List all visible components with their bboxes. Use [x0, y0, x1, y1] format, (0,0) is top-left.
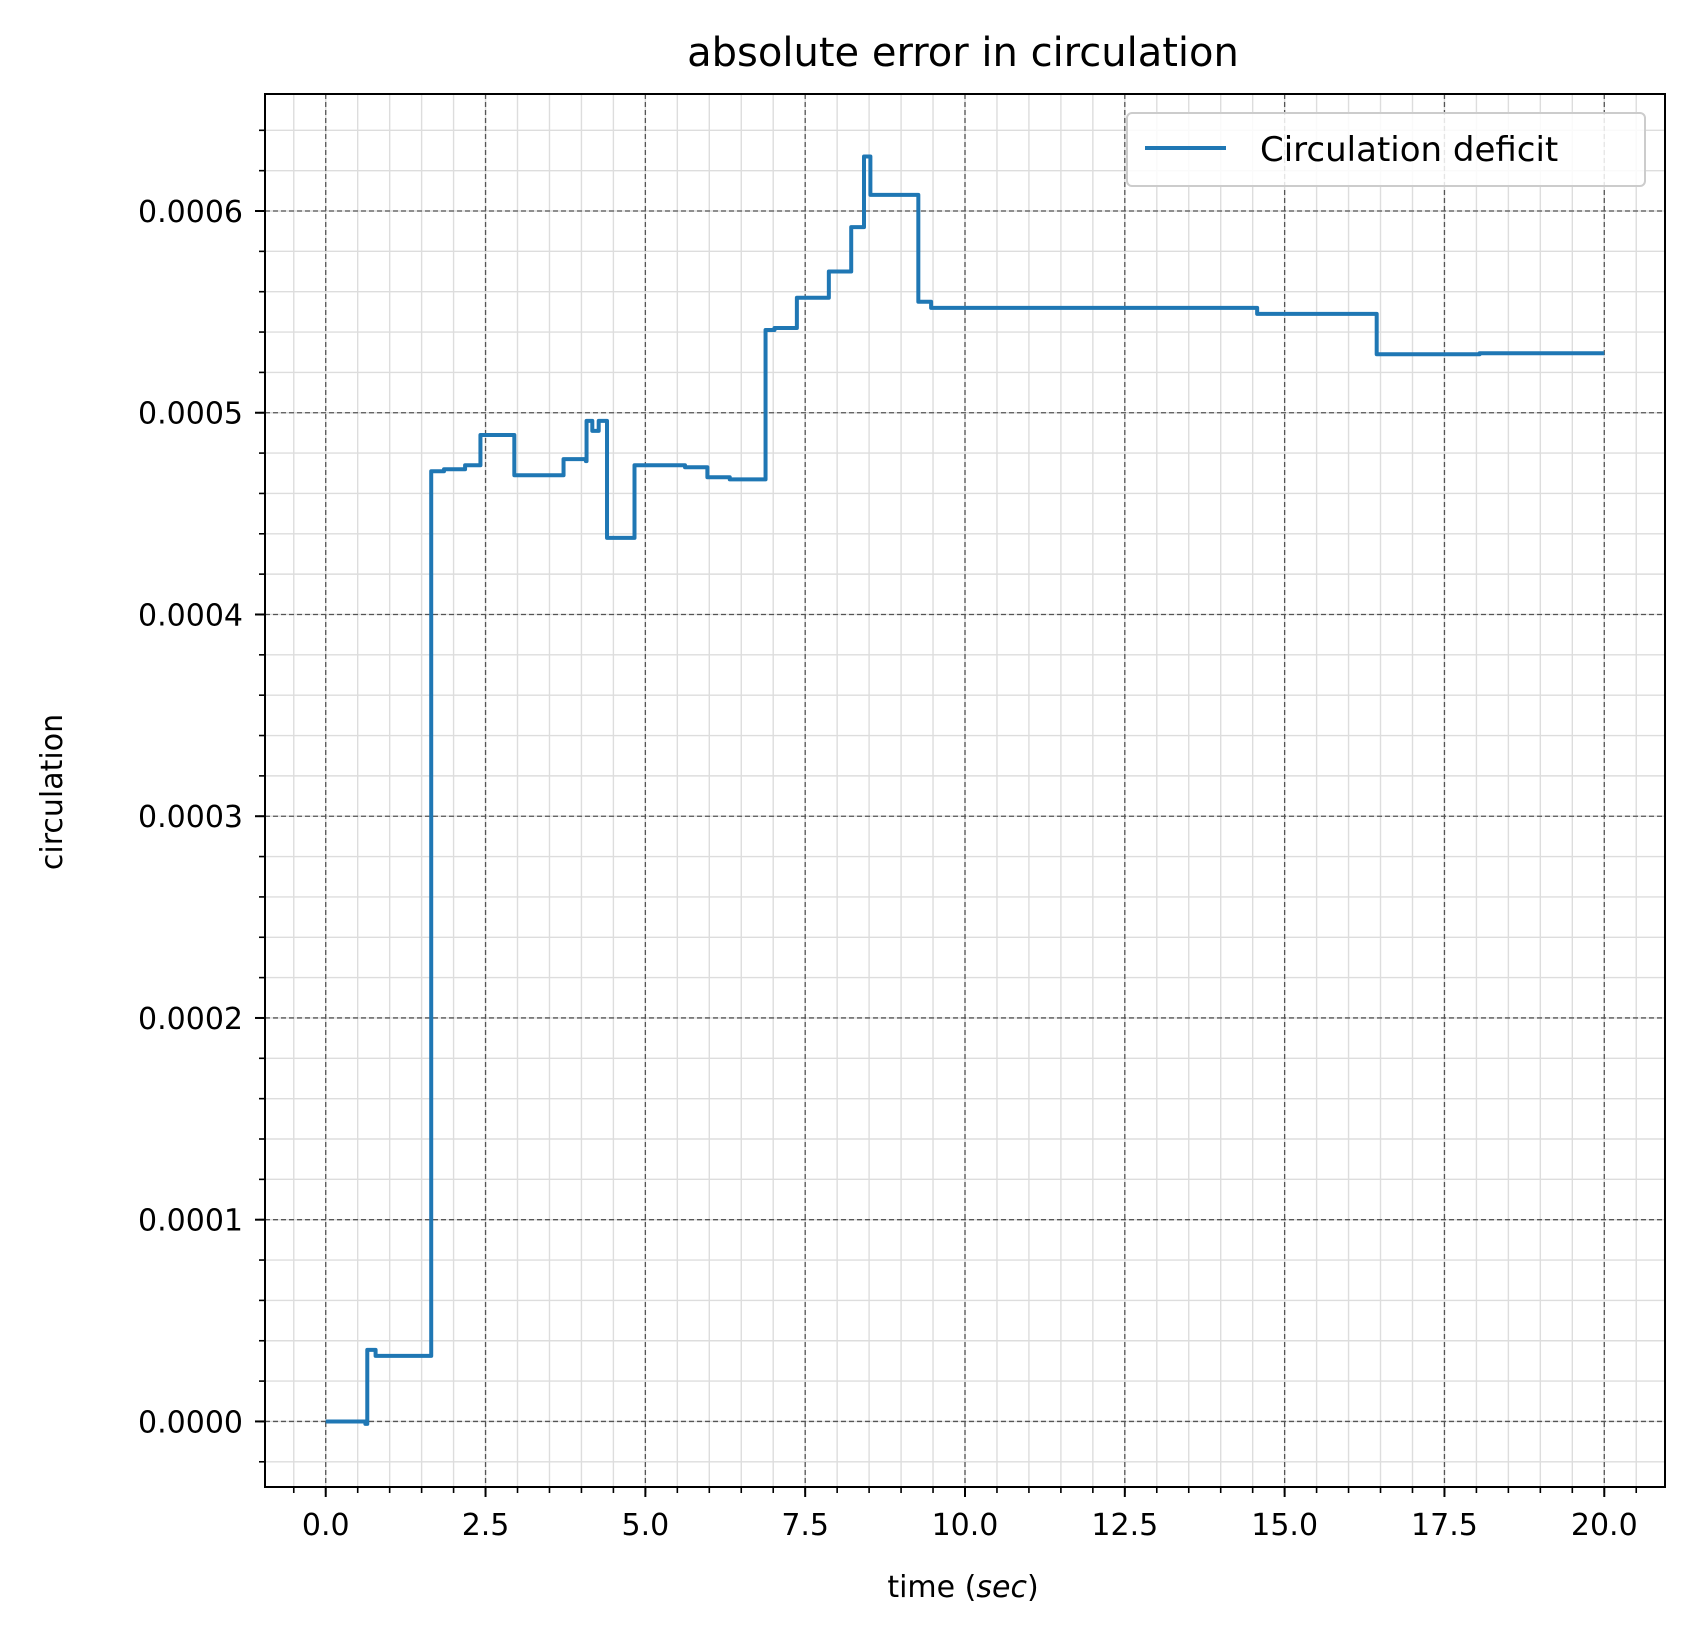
series-layer	[325, 154, 1605, 1426]
chart-title: absolute error in circulation	[687, 30, 1239, 76]
legend: Circulation deficit	[1126, 112, 1646, 187]
x-tick-label: 15.0	[1251, 1508, 1318, 1543]
y-tick-label: 0.0006	[138, 195, 243, 230]
y-tick-label: 0.0003	[138, 800, 243, 835]
x-axis-title-main: time (	[887, 1570, 976, 1605]
y-tick-label: 0.0001	[138, 1204, 243, 1239]
y-tick-label: 0.0005	[138, 397, 243, 432]
major-grid	[265, 94, 1665, 1487]
x-tick-label: 10.0	[932, 1508, 999, 1543]
x-tick-label: 17.5	[1411, 1508, 1478, 1543]
x-axis-title-close: )	[1027, 1570, 1039, 1605]
x-axis-title: time (sec)	[887, 1570, 1038, 1605]
x-tick-label: 5.0	[622, 1508, 670, 1543]
legend-box	[1126, 112, 1646, 187]
y-tick-label: 0.0004	[138, 598, 243, 633]
y-tick-label: 0.0000	[138, 1405, 243, 1440]
ticks-layer	[255, 129, 1638, 1497]
legend-label-circulation-deficit: Circulation deficit	[1260, 130, 1558, 170]
x-axis-title-unit: sec	[976, 1570, 1027, 1605]
series-line-circulation-deficit	[325, 154, 1605, 1426]
tick-labels: 0.0 2.5 5.0 7.5 10.0 12.5 15.0 17.5 20.0 0.0000 0.…	[138, 195, 1638, 1543]
x-tick-label: 20.0	[1571, 1508, 1638, 1543]
x-tick-label: 12.5	[1091, 1508, 1158, 1543]
x-tick-label: 0.0	[302, 1508, 350, 1543]
y-axis-title: circulation	[35, 714, 70, 870]
x-tick-label: 7.5	[781, 1508, 829, 1543]
x-tick-label: 2.5	[462, 1508, 510, 1543]
y-tick-label: 0.0002	[138, 1002, 243, 1037]
